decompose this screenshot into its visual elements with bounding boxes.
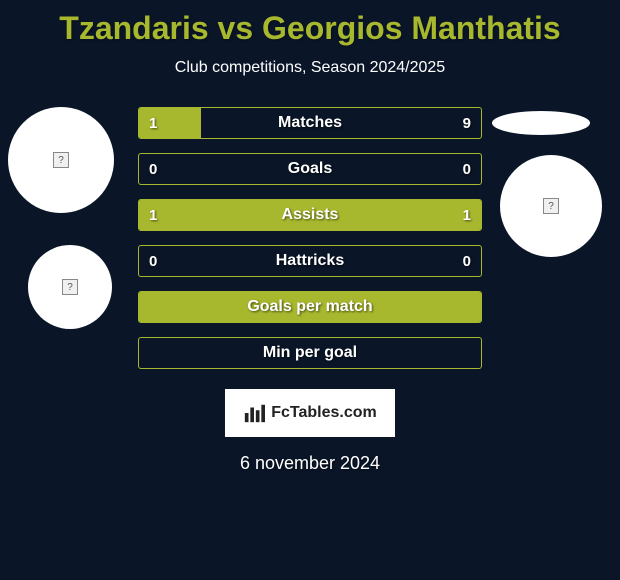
logo-text: FcTables.com bbox=[271, 404, 377, 422]
bar-label: Assists bbox=[139, 200, 481, 230]
bar-right-value: 9 bbox=[463, 108, 471, 138]
bar-right-value: 0 bbox=[463, 246, 471, 276]
player-badge-right-ellipse bbox=[492, 111, 590, 135]
bar-label: Hattricks bbox=[139, 246, 481, 276]
bar-right-value: 1 bbox=[463, 200, 471, 230]
bar-row-assists: 1 Assists 1 bbox=[138, 199, 482, 231]
date-text: 6 november 2024 bbox=[0, 453, 620, 474]
image-placeholder-icon: ? bbox=[62, 279, 78, 295]
bar-label: Goals per match bbox=[139, 292, 481, 322]
player-badge-left-2: ? bbox=[28, 245, 112, 329]
bar-label: Matches bbox=[139, 108, 481, 138]
image-placeholder-icon: ? bbox=[53, 152, 69, 168]
page-title: Tzandaris vs Georgios Manthatis bbox=[0, 0, 620, 47]
player-badge-left-1: ? bbox=[8, 107, 114, 213]
bar-row-min-per-goal: Min per goal bbox=[138, 337, 482, 369]
bar-row-matches: 1 Matches 9 bbox=[138, 107, 482, 139]
bars-logo-icon bbox=[243, 402, 265, 424]
bar-label: Goals bbox=[139, 154, 481, 184]
player-badge-right-2: ? bbox=[500, 155, 602, 257]
attribution-logo: FcTables.com bbox=[225, 389, 395, 437]
bar-row-goals-per-match: Goals per match bbox=[138, 291, 482, 323]
image-placeholder-icon: ? bbox=[543, 198, 559, 214]
bar-right-value: 0 bbox=[463, 154, 471, 184]
chart-area: ? ? ? 1 Matches 9 0 Goals 0 1 Assists 1 bbox=[0, 107, 620, 474]
comparison-bars: 1 Matches 9 0 Goals 0 1 Assists 1 0 Hatt… bbox=[138, 107, 482, 369]
bar-row-hattricks: 0 Hattricks 0 bbox=[138, 245, 482, 277]
subtitle: Club competitions, Season 2024/2025 bbox=[0, 59, 620, 77]
bar-label: Min per goal bbox=[139, 338, 481, 368]
bar-row-goals: 0 Goals 0 bbox=[138, 153, 482, 185]
